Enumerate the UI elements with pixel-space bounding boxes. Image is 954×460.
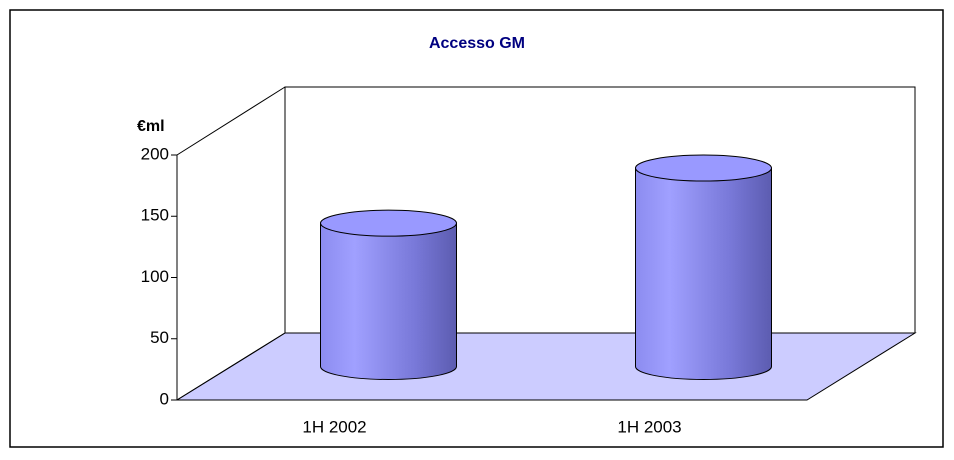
- y-tick-label: 150: [141, 206, 169, 225]
- x-tick-label: 1H 2002: [302, 417, 366, 436]
- y-tick-label: 0: [160, 389, 169, 408]
- y-tick-label: 50: [150, 328, 169, 347]
- y-axis-label: €ml: [137, 118, 165, 135]
- cylinder-top: [635, 154, 772, 182]
- y-tick-label: 100: [141, 267, 169, 286]
- cylinder-body: [320, 222, 457, 380]
- x-tick-label: 1H 2003: [617, 417, 681, 436]
- back-wall: [284, 86, 916, 333]
- floor: [175, 332, 917, 401]
- cylinder-body: [635, 167, 772, 380]
- chart-title: Accesso GM: [429, 35, 525, 52]
- floor-edge: [176, 332, 286, 401]
- cylinder-top: [320, 209, 457, 237]
- y-tick-label: 200: [141, 144, 169, 163]
